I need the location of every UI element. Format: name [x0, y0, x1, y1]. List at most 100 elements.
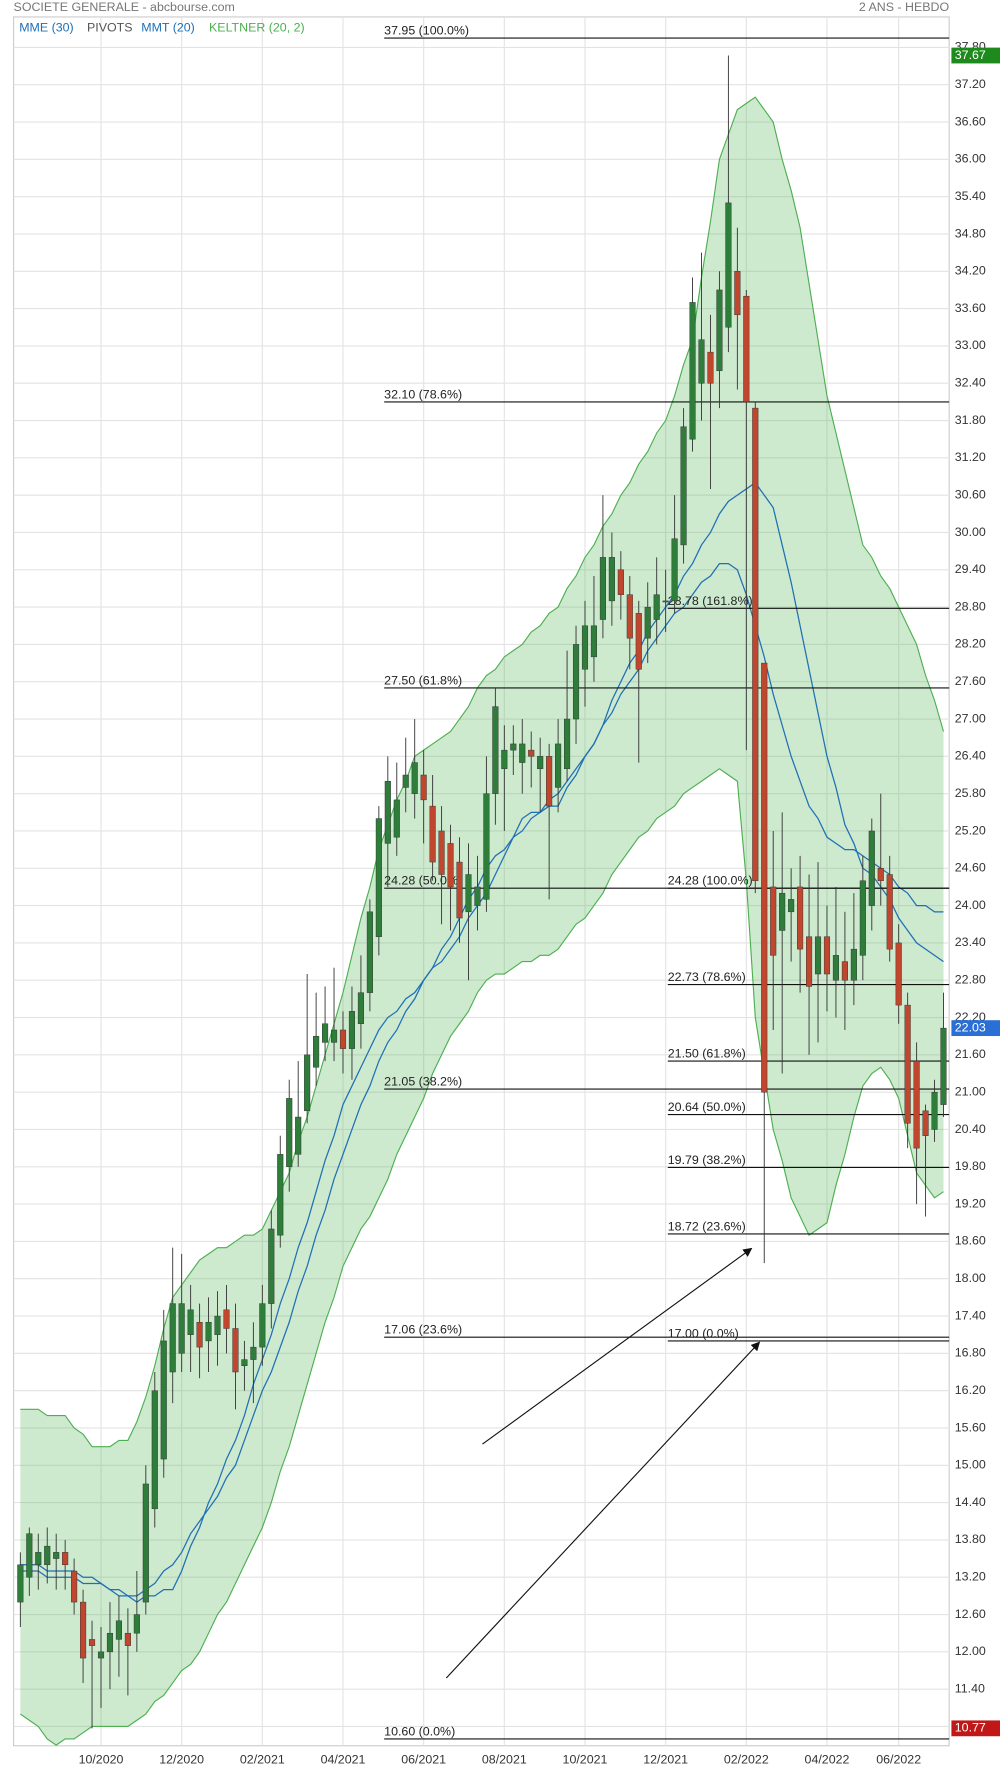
candle-body [841, 961, 848, 981]
candle-body [922, 1110, 929, 1136]
candle-body [88, 1639, 96, 1646]
keltner-area [20, 97, 944, 1746]
candle-body [429, 805, 436, 863]
x-tick-label: 08/2021 [482, 1753, 527, 1767]
fib-label: 17.00 (0.0%) [668, 1326, 739, 1340]
candle-body [196, 1322, 203, 1348]
y-tick-label: 30.00 [955, 525, 986, 539]
y-tick-label: 20.40 [955, 1122, 986, 1136]
y-tick-label: 19.20 [955, 1196, 986, 1210]
y-tick-label: 25.80 [955, 786, 986, 800]
y-tick-label: 27.00 [955, 711, 986, 725]
y-tick-label: 15.60 [955, 1420, 986, 1434]
candle-body [590, 625, 598, 658]
candle-body [357, 992, 364, 1024]
candle-body [913, 1060, 920, 1149]
candle-body [169, 1303, 176, 1373]
candle-body [62, 1552, 69, 1566]
candle-body [653, 594, 660, 620]
candle-body [492, 706, 499, 794]
y-tick-label: 21.00 [955, 1084, 986, 1098]
y-tick-label: 24.60 [955, 861, 986, 875]
candle-body [581, 625, 589, 670]
candle-body [546, 756, 553, 807]
chart-subtitle: 2 ANS - HEBDO [859, 0, 950, 14]
candle-body [635, 613, 642, 670]
candle-body [868, 830, 875, 906]
candle-body [474, 886, 481, 906]
candle-body [241, 1359, 248, 1367]
candle-body [17, 1564, 24, 1603]
candle-body [330, 1029, 338, 1043]
candle-body [779, 892, 786, 931]
candle-body [698, 339, 705, 384]
candle-body [850, 948, 857, 981]
candle-body [483, 793, 490, 900]
y-tick-label: 17.40 [955, 1308, 986, 1322]
candle-body [35, 1552, 42, 1566]
moving-average [20, 481, 944, 1603]
fib-label: 32.10 (78.6%) [384, 387, 462, 401]
annotation-arrow [445, 1341, 761, 1679]
candle-body [268, 1228, 275, 1304]
fib-label: 27.50 (61.8%) [384, 673, 462, 687]
legend-entry: MME (30) [19, 21, 73, 35]
y-tick-label: 21.60 [955, 1047, 986, 1061]
candle-body [806, 936, 813, 987]
legend-entry: MMT (20) [141, 21, 195, 35]
y-tick-label: 31.20 [955, 450, 986, 464]
candle-body [572, 644, 580, 720]
y-tick-label: 24.00 [955, 898, 986, 912]
y-tick-label: 33.00 [955, 338, 986, 352]
y-tick-label: 37.20 [955, 77, 986, 91]
candle-body [680, 426, 687, 546]
fib-label: 19.79 (38.2%) [668, 1153, 746, 1167]
candle-body [662, 600, 669, 603]
x-tick-label: 06/2022 [876, 1753, 921, 1767]
candle-body [348, 1011, 356, 1049]
y-tick-label: 13.20 [955, 1570, 986, 1584]
candle-body [814, 936, 822, 975]
legend-entry: PIVOTS [87, 21, 132, 35]
keltner-upper [20, 96, 945, 1448]
y-tick-label: 16.80 [955, 1346, 986, 1360]
candle-body [788, 899, 795, 913]
candle-body [286, 1098, 293, 1168]
candle-body [519, 743, 526, 763]
candle-body [232, 1328, 239, 1373]
fib-label: 22.73 (78.6%) [668, 970, 746, 984]
x-tick-label: 10/2021 [563, 1753, 608, 1767]
candle-body [510, 743, 517, 751]
legend-entry: KELTNER (20, 2) [209, 21, 305, 35]
candle-body [823, 936, 831, 975]
candle-body [393, 799, 400, 838]
candle-body [250, 1346, 257, 1360]
y-tick-label: 34.80 [955, 226, 986, 240]
candle-body [26, 1533, 33, 1578]
candle-body [617, 569, 624, 595]
x-tick-label: 04/2021 [321, 1753, 366, 1767]
candle-body [277, 1154, 284, 1236]
candle-body [97, 1651, 105, 1659]
candle-body [456, 861, 463, 919]
candle-body [904, 1004, 911, 1124]
y-tick-label: 16.20 [955, 1383, 986, 1397]
y-tick-label: 32.40 [955, 376, 986, 390]
y-tick-label: 36.00 [955, 152, 986, 166]
candle-body [734, 271, 741, 316]
price-tag [951, 1720, 1000, 1737]
x-tick-label: 10/2020 [79, 1753, 124, 1767]
y-tick-label: 33.60 [955, 301, 986, 315]
x-tick-label: 02/2021 [240, 1753, 285, 1767]
candle-body [644, 606, 651, 639]
candle-body [53, 1552, 60, 1559]
candle-body [761, 662, 768, 1093]
y-tick-label: 28.80 [955, 599, 986, 613]
price-tag-label: 10.77 [955, 1721, 986, 1735]
x-tick-label: 12/2020 [159, 1753, 204, 1767]
candle-body [313, 1035, 320, 1068]
candle-body [671, 538, 678, 602]
candle-body [528, 749, 535, 757]
fib-label: 24.28 (100.0%) [668, 874, 753, 888]
